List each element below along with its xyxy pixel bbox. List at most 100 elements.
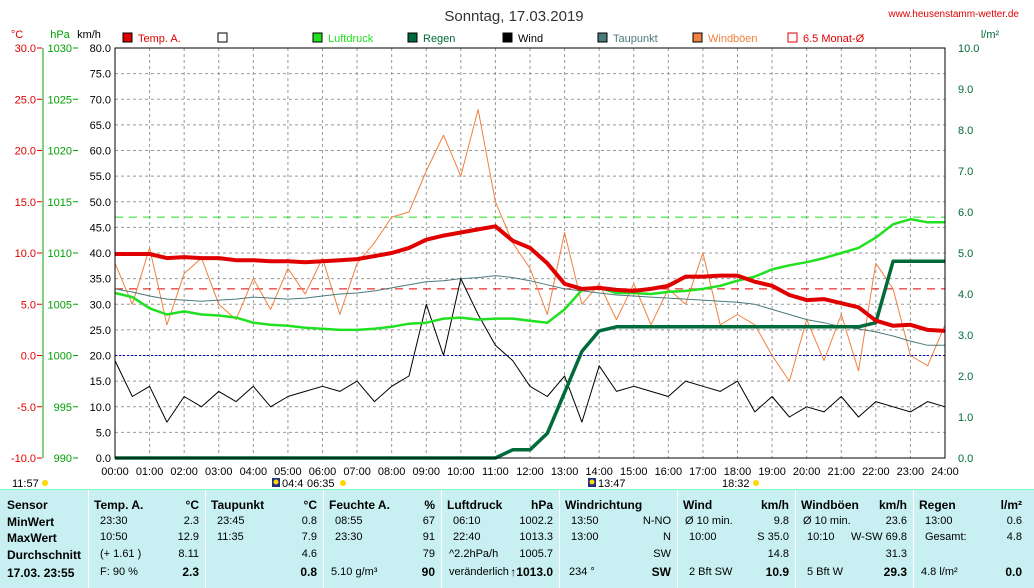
time-tick-label: 11:00	[482, 466, 509, 478]
rain-total-value: 4.8	[1006, 531, 1022, 543]
rain-tick-label: 7.0	[958, 166, 973, 178]
time-tick-label: 14:00	[585, 466, 613, 478]
time-tick-label: 12:00	[516, 466, 544, 478]
stats-dewpoint: Taupunkt °C 23:45 0.8 11:35 7.9 4.6 0.8	[205, 490, 324, 588]
grid	[115, 48, 945, 458]
temp-tick-label: 25.0	[15, 94, 36, 106]
wind-tick-label: 0.0	[96, 453, 111, 465]
wind-tick-label: 25.0	[90, 325, 111, 337]
gust-head: Windböen	[801, 498, 859, 512]
legend-swatch	[692, 32, 703, 43]
series-line-taupunkt	[114, 275, 945, 346]
temp-head: Temp. A.	[94, 498, 144, 512]
moon1-time: 04:4	[282, 478, 303, 489]
gust-max-time: 10:10	[807, 531, 835, 543]
wind-max-value: S 35.0	[757, 531, 789, 543]
time-tick-label: 21:00	[827, 466, 855, 478]
wind-tick-label: 75.0	[90, 69, 111, 81]
rain-unit-label: l/m²	[1000, 498, 1022, 512]
temp-tick-label: 20.0	[15, 146, 36, 158]
temp-tick-label: 5.0	[21, 299, 36, 311]
pressure-tick-label: 1015	[48, 197, 72, 209]
wind-tick-label: 15.0	[90, 376, 111, 388]
wind-avg-value: 14.8	[767, 548, 789, 560]
label-avg: Durchschnitt	[7, 548, 82, 562]
stats-gusts: Windböen km/h Ø 10 min. 23.6 10:10 W-SW …	[795, 490, 914, 588]
series-line-wind	[114, 278, 946, 423]
wind-tick-label: 35.0	[90, 274, 111, 286]
stats-rain: Regen l/m² 13:00 0.6 Gesamt: 4.8 4.8 l/m…	[913, 490, 1034, 588]
legend-swatch	[502, 32, 513, 43]
gust-max-value: W-SW 69.8	[850, 531, 907, 543]
legend-label: Windböen	[708, 33, 758, 45]
temp-unit-label: °C	[185, 498, 199, 512]
wind-tick-label: 45.0	[90, 222, 111, 234]
dew-max-time: 11:35	[217, 531, 244, 543]
reference-lines	[115, 216, 945, 356]
press-max-time: 22:40	[453, 531, 481, 543]
time-tick-label: 00:00	[101, 466, 129, 478]
pressure-tick-label: 1010	[48, 248, 72, 260]
time-tick-label: 22:00	[862, 466, 890, 478]
plot-frame	[114, 47, 946, 459]
wind-unit: km/h	[77, 29, 101, 41]
press-unit-label: hPa	[530, 498, 553, 512]
press-max-value: 1013.3	[519, 531, 553, 543]
rain-total-label: Gesamt:	[925, 531, 967, 543]
label-min: MinWert	[7, 515, 55, 529]
rain-tick-label: 2.0	[958, 371, 973, 383]
wind-unit-label: km/h	[760, 498, 789, 512]
time-tick-label: 15:00	[620, 466, 648, 478]
wind-tick-label: 70.0	[90, 94, 111, 106]
legend-label: Regen	[423, 33, 455, 45]
sun-icon	[42, 480, 48, 486]
time-markers: 11:57 04:4 06:35 13:47 18:32	[0, 477, 1034, 489]
temp-avg-note: (+ 1.61 )	[100, 548, 142, 560]
hum-min-time: 08:55	[335, 515, 363, 527]
moon2-time: 13:47	[598, 478, 626, 489]
stats-pressure: Luftdruck hPa 06:10 1002.2 22:40 1013.3 …	[441, 490, 560, 588]
legend-label: Luftdruck	[328, 33, 374, 45]
moon-icon-glyph	[589, 479, 595, 485]
temp-tick-label: -10.0	[11, 453, 36, 465]
time-tick-label: 16:00	[655, 466, 683, 478]
time-tick-label: 05:00	[274, 466, 302, 478]
pressure-tick-label: 990	[54, 453, 72, 465]
rain-tick-label: 4.0	[958, 289, 973, 301]
rain-tick-label: 6.0	[958, 207, 973, 219]
press-current-value: ↑1013.0	[510, 565, 553, 579]
rain-min-time: 13:00	[925, 515, 953, 527]
temp-tick-label: 30.0	[15, 43, 36, 55]
time-tick-label: 01:00	[136, 466, 164, 478]
wind-current-note: 2 Bft SW	[689, 566, 733, 578]
temp-current-note: F: 90 %	[100, 566, 138, 578]
site-link[interactable]: www.heusenstamm-wetter.de	[887, 9, 1019, 20]
rain-tick-label: 8.0	[958, 125, 973, 137]
dir-current-note: 234 °	[569, 566, 595, 578]
dir-max-time: 13:00	[571, 531, 599, 543]
wind-tick-label: 30.0	[90, 299, 111, 311]
wind-tick-label: 20.0	[90, 351, 111, 363]
wind-tick-label: 40.0	[90, 248, 111, 260]
hum-current-value: 90	[421, 565, 435, 579]
legend: Temp. A. Luftdruck Regen Wind Taupunkt Windbö…	[122, 32, 865, 45]
stats-wind: Wind km/h Ø 10 min. 9.8 10:00 S 35.0 14.…	[677, 490, 796, 588]
series-line-tempa	[115, 224, 946, 333]
stats-panel: Sensor MinWert MaxWert Durchschnitt 17.0…	[0, 489, 1034, 588]
pressure-tick-label: 995	[54, 402, 72, 414]
series-line-luftdruck	[114, 217, 945, 332]
press-avg-value: 1005.7	[519, 548, 553, 560]
temp-max-time: 10:50	[100, 531, 128, 543]
label-max: MaxWert	[7, 531, 57, 545]
wind-tick-label: 60.0	[90, 146, 111, 158]
rain-head: Regen	[919, 498, 956, 512]
hum-avg-value: 79	[422, 548, 435, 560]
gust-min-value: 23.6	[885, 515, 907, 527]
label-sensor: Sensor	[7, 498, 48, 512]
time-tick-label: 04:00	[240, 466, 268, 478]
rain-unit: l/m²	[981, 29, 1000, 41]
rain-tick-label: 3.0	[958, 330, 973, 342]
legend-label: Temp. A.	[138, 33, 181, 45]
gust-avg-value: 31.3	[885, 548, 907, 560]
rain-tick-label: 0.0	[958, 453, 973, 465]
